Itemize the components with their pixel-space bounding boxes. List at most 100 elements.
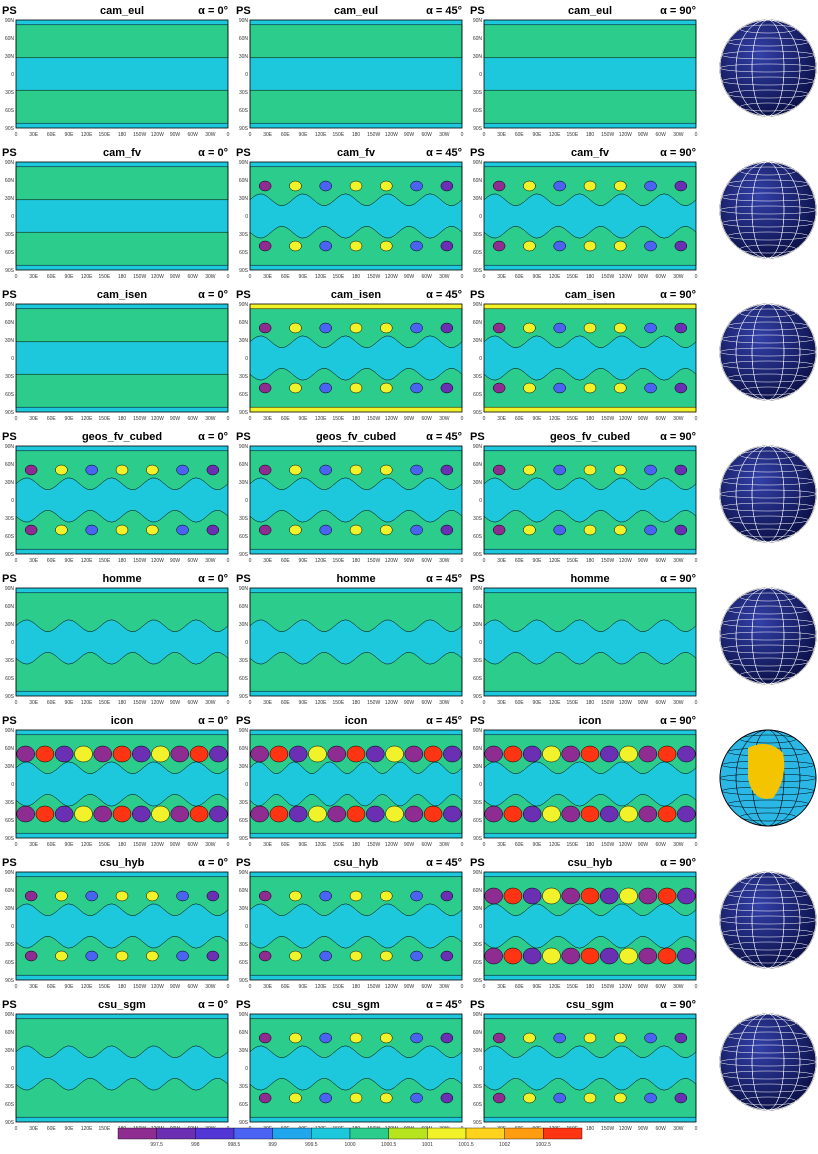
lon-label: 60E xyxy=(281,274,291,280)
lon-label: 30W xyxy=(439,558,450,564)
lon-label: 90E xyxy=(533,274,543,280)
blob xyxy=(289,1033,301,1043)
lon-label: 0 xyxy=(695,558,698,564)
lat-label: 60S xyxy=(239,676,249,682)
lat-label: 60S xyxy=(5,250,15,256)
lon-label: 120E xyxy=(81,700,93,706)
blob xyxy=(74,746,92,762)
lon-label: 60W xyxy=(656,984,667,990)
blob xyxy=(441,241,453,251)
lat-label: 60N xyxy=(5,462,15,468)
blob xyxy=(658,948,676,964)
alpha-label: α = 45° xyxy=(426,5,462,17)
lon-label: 60E xyxy=(515,700,525,706)
lon-label: 30E xyxy=(263,700,273,706)
lon-label: 180 xyxy=(586,842,595,848)
band xyxy=(16,232,228,265)
model-name: csu_sgm xyxy=(566,999,614,1011)
lon-label: 0 xyxy=(695,274,698,280)
lon-label: 90W xyxy=(638,842,649,848)
globe xyxy=(720,20,816,116)
lon-label: 180 xyxy=(352,984,361,990)
lat-label: 30S xyxy=(473,516,483,522)
blob xyxy=(259,525,271,535)
lon-label: 150W xyxy=(601,416,614,422)
lat-label: 60N xyxy=(5,888,15,894)
blob xyxy=(441,465,453,475)
lon-label: 0 xyxy=(15,842,18,848)
lon-label: 30E xyxy=(263,274,273,280)
lon-label: 60W xyxy=(188,700,199,706)
blob xyxy=(675,1033,687,1043)
lon-label: 180 xyxy=(118,132,127,138)
lat-label: 90N xyxy=(239,302,249,308)
lon-label: 90W xyxy=(638,416,649,422)
lon-label: 60W xyxy=(422,132,433,138)
blob xyxy=(504,888,522,904)
blob xyxy=(320,1093,332,1103)
blob xyxy=(146,891,158,901)
blob xyxy=(320,525,332,535)
lon-label: 120E xyxy=(549,274,561,280)
blob xyxy=(380,383,392,393)
lat-label: 30N xyxy=(473,764,483,770)
lat-label: 60N xyxy=(239,1030,249,1036)
lon-label: 150E xyxy=(566,274,578,280)
lon-label: 120W xyxy=(619,1126,632,1132)
lon-label: 150E xyxy=(98,984,110,990)
blob xyxy=(411,1033,423,1043)
lon-label: 30W xyxy=(205,984,216,990)
lon-label: 30W xyxy=(205,558,216,564)
blob xyxy=(289,525,301,535)
lat-label: 60S xyxy=(473,392,483,398)
blob xyxy=(614,383,626,393)
lon-label: 60E xyxy=(281,700,291,706)
alpha-label: α = 0° xyxy=(198,147,228,159)
colorbar-label: 1002 xyxy=(499,1142,510,1148)
lon-label: 0 xyxy=(695,1126,698,1132)
lat-label: 0 xyxy=(245,1066,248,1072)
globe xyxy=(720,588,816,684)
lon-label: 90W xyxy=(404,842,415,848)
blob xyxy=(308,806,326,822)
blob xyxy=(584,465,596,475)
lon-label: 0 xyxy=(461,558,464,564)
panel-label: PS xyxy=(236,431,251,443)
panel-label: PS xyxy=(470,715,485,727)
blob xyxy=(554,1033,566,1043)
panel-label: PS xyxy=(2,289,17,301)
lon-label: 0 xyxy=(15,1126,18,1132)
lon-label: 60W xyxy=(422,700,433,706)
colorbar-box xyxy=(234,1128,273,1139)
blob xyxy=(675,181,687,191)
lon-label: 0 xyxy=(227,274,230,280)
lat-label: 30N xyxy=(473,54,483,60)
lon-label: 90W xyxy=(638,700,649,706)
lon-label: 60W xyxy=(188,558,199,564)
lon-label: 30E xyxy=(29,132,39,138)
lon-label: 120E xyxy=(549,984,561,990)
blob xyxy=(350,383,362,393)
blob xyxy=(116,465,128,475)
lat-label: 30S xyxy=(239,232,249,238)
lon-label: 150W xyxy=(367,558,380,564)
blob xyxy=(146,951,158,961)
blob xyxy=(677,746,695,762)
lon-label: 60W xyxy=(188,984,199,990)
lon-label: 0 xyxy=(483,416,486,422)
lat-label: 30N xyxy=(239,196,249,202)
lat-label: 90S xyxy=(473,552,483,558)
lon-label: 180 xyxy=(352,558,361,564)
blob xyxy=(639,746,657,762)
panel-label: PS xyxy=(470,857,485,869)
lon-label: 30W xyxy=(673,416,684,422)
alpha-label: α = 90° xyxy=(660,431,696,443)
blob xyxy=(86,465,98,475)
lon-label: 90E xyxy=(65,1126,75,1132)
lat-label: 0 xyxy=(11,214,14,220)
blob xyxy=(207,891,219,901)
blob xyxy=(380,465,392,475)
lon-label: 90W xyxy=(170,416,181,422)
lon-label: 150W xyxy=(601,842,614,848)
lat-label: 90N xyxy=(5,18,15,24)
